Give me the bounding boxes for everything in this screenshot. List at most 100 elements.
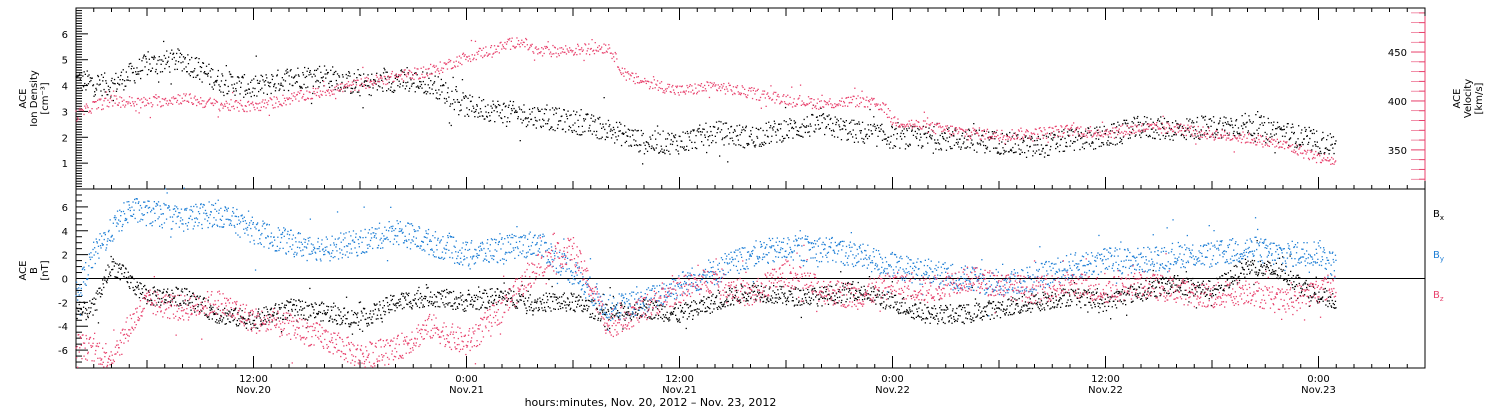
velocity-point-511 [483,55,485,57]
velocity-point-886 [783,94,785,96]
bx-point-350 [261,311,264,314]
velocity-point-390 [386,83,389,85]
density-point-845 [600,137,602,140]
bx-point-43 [98,287,100,290]
velocity-point-1431 [1218,137,1220,139]
velocity-point-1498 [1271,143,1274,145]
density-point-1537 [1030,139,1032,141]
velocity-point-469 [450,59,452,62]
velocity-point-1505 [1277,142,1279,145]
velocity-point-1167 [1007,138,1009,140]
density-point-459 [360,83,362,86]
density-point-420 [336,83,338,85]
density-point-1009 [702,128,704,130]
density-point-1697 [1129,137,1131,139]
velocity-point-40 [107,99,109,101]
velocity-point-932 [819,106,822,108]
bx-point-232 [198,311,201,313]
density-point-378 [310,73,312,75]
bx-point-588 [388,311,390,314]
velocity-point-1180 [1017,129,1020,131]
bx-point-272 [220,314,222,317]
bx-point-789 [495,294,497,297]
density-point-1444 [972,143,974,145]
density-point-1083 [748,143,750,145]
velocity-point-1214 [1045,133,1047,135]
velocity-point-672 [612,53,614,55]
bx-point-223 [194,311,196,313]
density-point-1627 [1086,141,1088,144]
velocity-point-921 [811,98,813,100]
velocity-point-209 [242,108,244,110]
bx-point-552 [369,313,371,315]
velocity-point-335 [343,87,345,89]
density-point-1288 [875,127,877,129]
velocity-point-417 [408,69,410,71]
bx-point-945 [578,299,580,301]
density-point-1277 [868,135,870,137]
velocity-point-449 [434,66,436,68]
density-point-1147 [788,137,790,139]
bx-point-462 [321,301,323,303]
density-point-122 [151,56,153,58]
bx-point-746 [472,304,474,306]
velocity-point-238 [265,107,267,109]
density-point-39 [99,83,101,85]
density-point-1218 [832,122,834,125]
velocity-point-862 [763,90,766,92]
density-point-351 [293,76,295,79]
bx-point-367 [270,307,273,309]
density-point-393 [319,81,321,84]
density-point-1221 [833,136,836,138]
bx-point-480 [331,309,333,311]
density-point-1910 [1262,135,1264,137]
bx-point-522 [353,321,355,323]
density-point-849 [602,126,605,128]
velocity-point-1249 [1073,122,1075,124]
density-point-426 [340,86,342,89]
velocity-point-321 [331,93,334,95]
density-point-63 [114,83,116,85]
density-point-497 [384,69,386,71]
density-point-11 [82,75,84,77]
density-point-1248 [850,133,852,135]
density-point-1127 [775,134,777,136]
density-point-666 [489,115,491,117]
velocity-point-661 [603,43,605,45]
density-point-630 [466,113,469,116]
density-point-772 [555,107,557,109]
density-point-1604 [1071,142,1074,144]
velocity-point-1528 [1295,144,1298,146]
density-point-677 [496,106,498,108]
velocity-point-431 [419,77,421,79]
velocity-point-762 [684,91,686,93]
bx-point-576 [382,307,384,309]
density-point-128 [154,71,157,73]
bx-point-560 [373,303,375,305]
bx-point-865 [536,302,538,304]
velocity-point-113 [165,102,167,105]
velocity-point-547 [512,45,514,47]
density-point-1086 [750,130,752,132]
bx-point-954 [583,304,585,307]
velocity-point-550 [514,47,516,49]
density-point-183 [189,59,191,61]
density-point-1468 [987,136,989,139]
velocity-point-1094 [949,133,951,135]
bx-point-802 [502,292,504,294]
density-point-800 [572,124,574,126]
bx-point-965 [589,316,591,318]
density-point-1817 [1204,119,1206,121]
density-point-2006 [1321,138,1323,140]
bx-point-615 [402,293,405,295]
density-point-97 [135,73,137,75]
velocity-point-1411 [1202,126,1204,128]
velocity-point-7 [81,109,83,111]
bx-point-282 [225,323,227,325]
bx-point-484 [333,302,335,304]
density-point-1472 [989,137,992,139]
density-point-1648 [1099,126,1101,128]
density-point-1655 [1103,125,1105,128]
density-point-1141 [784,137,786,139]
velocity-point-651 [595,49,597,51]
